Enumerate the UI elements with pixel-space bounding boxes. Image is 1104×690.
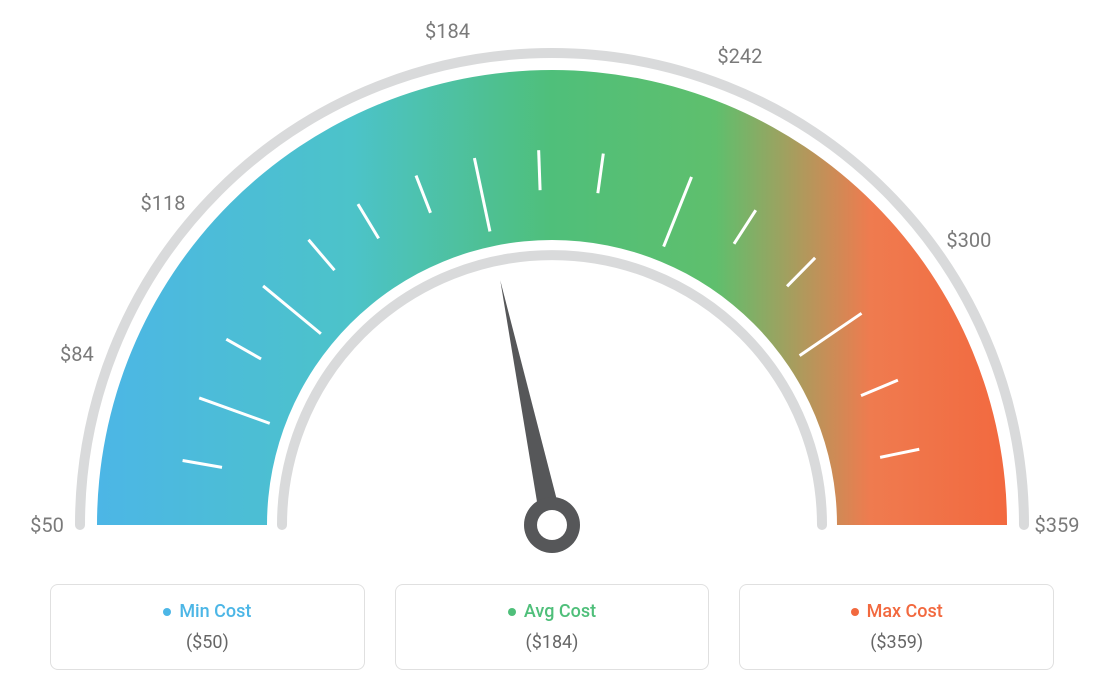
dot-icon [163,608,171,616]
legend-card-max: Max Cost ($359) [739,584,1054,670]
legend-max-label: Max Cost [867,601,943,622]
legend-label-row: Avg Cost [416,601,689,622]
dot-icon [508,608,516,616]
legend-min-value: ($50) [71,632,344,653]
gauge-chart: $50 $84 $118 $184 $242 $300 $359 [0,0,1104,560]
gauge-tick-label: $84 [60,342,94,366]
legend-avg-value: ($184) [416,632,689,653]
gauge-tick-label: $118 [140,191,185,215]
gauge-svg [0,0,1104,560]
gauge-tick-label: $242 [717,44,762,68]
gauge-tick-label: $50 [30,513,64,537]
legend-min-label: Min Cost [179,601,251,622]
legend-card-min: Min Cost ($50) [50,584,365,670]
gauge-tick-label: $300 [946,228,991,252]
legend-avg-label: Avg Cost [524,601,596,622]
legend-max-value: ($359) [760,632,1033,653]
legend-label-row: Max Cost [760,601,1033,622]
gauge-tick-label: $184 [425,19,470,43]
dot-icon [851,608,859,616]
legend-card-avg: Avg Cost ($184) [395,584,710,670]
legend-row: Min Cost ($50) Avg Cost ($184) Max Cost … [0,584,1104,670]
legend-label-row: Min Cost [71,601,344,622]
gauge-tick-label: $359 [1035,513,1080,537]
